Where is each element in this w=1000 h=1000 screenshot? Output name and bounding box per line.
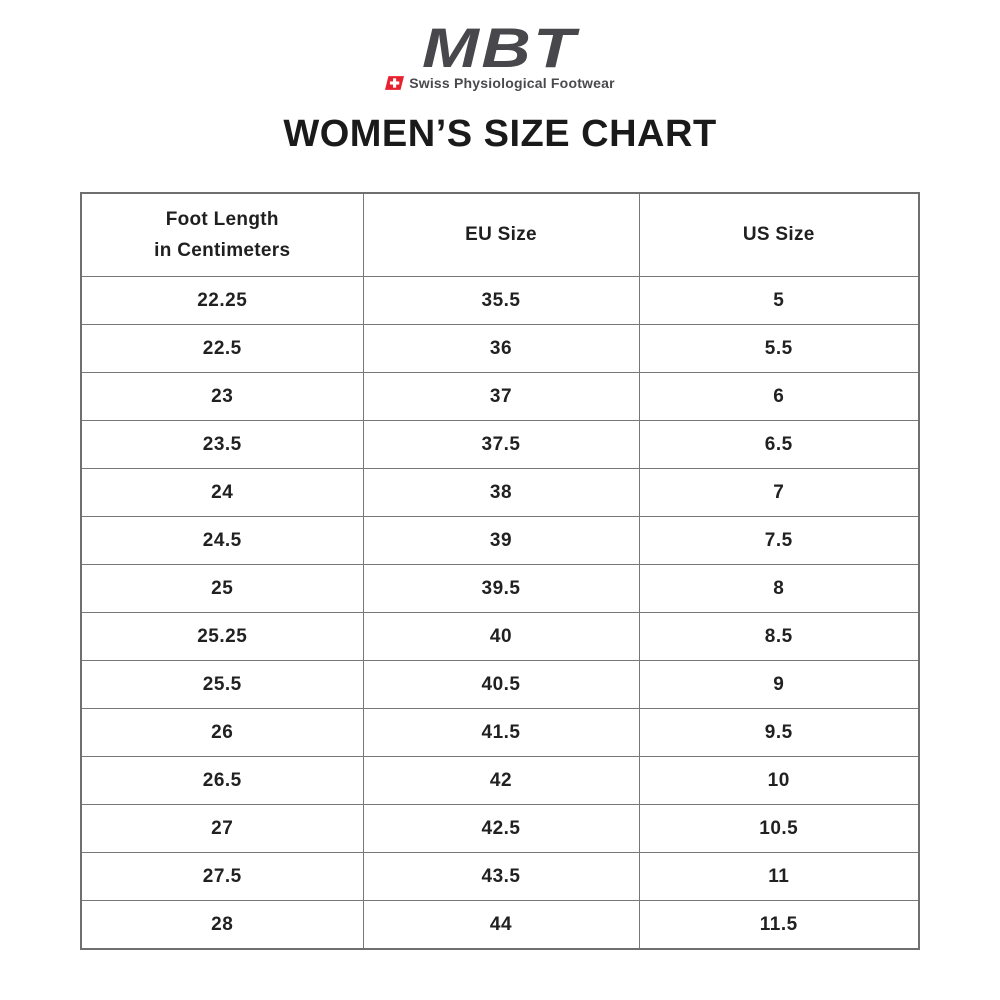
column-header-foot-length-line2: in Centimeters bbox=[154, 240, 291, 261]
table-row: 26.5 42 10 bbox=[80, 756, 920, 805]
brand-tagline: Swiss Physiological Footwear bbox=[409, 75, 615, 91]
table-cell: 10 bbox=[638, 756, 920, 805]
table-cell: 41.5 bbox=[362, 708, 640, 757]
table-cell: 24.5 bbox=[80, 516, 364, 565]
table-row: 24.5 39 7.5 bbox=[80, 516, 920, 565]
table-cell: 22.5 bbox=[80, 324, 364, 373]
table-cell: 39 bbox=[362, 516, 640, 565]
brand-logo: MBT Swiss Physiological Footwear bbox=[0, 0, 1000, 91]
table-cell: 10.5 bbox=[638, 804, 920, 853]
table-cell: 26.5 bbox=[80, 756, 364, 805]
table-cell: 44 bbox=[362, 900, 640, 950]
table-cell: 28 bbox=[80, 900, 364, 950]
table-cell: 37 bbox=[362, 372, 640, 421]
table-cell: 24 bbox=[80, 468, 364, 517]
table-cell: 11.5 bbox=[638, 900, 920, 950]
table-row: 25.5 40.5 9 bbox=[80, 660, 920, 709]
table-row: 25.25 40 8.5 bbox=[80, 612, 920, 661]
table-cell: 27.5 bbox=[80, 852, 364, 901]
table-cell: 25.5 bbox=[80, 660, 364, 709]
table-cell: 43.5 bbox=[362, 852, 640, 901]
table-cell: 37.5 bbox=[362, 420, 640, 469]
table-cell: 5.5 bbox=[638, 324, 920, 373]
table-cell: 8 bbox=[638, 564, 920, 613]
table-cell: 40.5 bbox=[362, 660, 640, 709]
table-cell: 5 bbox=[638, 276, 920, 325]
table-cell: 26 bbox=[80, 708, 364, 757]
table-cell: 7 bbox=[638, 468, 920, 517]
table-cell: 6.5 bbox=[638, 420, 920, 469]
table-cell: 25.25 bbox=[80, 612, 364, 661]
table-cell: 23 bbox=[80, 372, 364, 421]
table-cell: 40 bbox=[362, 612, 640, 661]
size-table: Foot Length in Centimeters EU Size US Si… bbox=[80, 192, 920, 950]
table-row: 22.25 35.5 5 bbox=[80, 276, 920, 325]
table-row: 27.5 43.5 11 bbox=[80, 852, 920, 901]
table-cell: 7.5 bbox=[638, 516, 920, 565]
column-header-us-size: US Size bbox=[638, 192, 920, 277]
table-row: 23.5 37.5 6.5 bbox=[80, 420, 920, 469]
table-cell: 39.5 bbox=[362, 564, 640, 613]
table-header-row: Foot Length in Centimeters EU Size US Si… bbox=[80, 192, 920, 277]
table-row: 27 42.5 10.5 bbox=[80, 804, 920, 853]
table-row: 24 38 7 bbox=[80, 468, 920, 517]
table-cell: 42 bbox=[362, 756, 640, 805]
table-cell: 9 bbox=[638, 660, 920, 709]
table-cell: 11 bbox=[638, 852, 920, 901]
table-cell: 9.5 bbox=[638, 708, 920, 757]
brand-wordmark: MBT bbox=[422, 16, 578, 79]
brand-tagline-row: Swiss Physiological Footwear bbox=[0, 75, 1000, 91]
size-table-body: 22.25 35.5 5 22.5 36 5.5 23 37 6 23.5 37.5 6.5 24 38 7… bbox=[80, 276, 920, 950]
table-cell: 36 bbox=[362, 324, 640, 373]
table-cell: 22.25 bbox=[80, 276, 364, 325]
table-row: 23 37 6 bbox=[80, 372, 920, 421]
table-cell: 42.5 bbox=[362, 804, 640, 853]
column-header-eu-size: EU Size bbox=[362, 192, 640, 277]
table-row: 22.5 36 5.5 bbox=[80, 324, 920, 373]
table-row: 26 41.5 9.5 bbox=[80, 708, 920, 757]
page-title: WOMEN’S SIZE CHART bbox=[283, 113, 717, 155]
table-row: 25 39.5 8 bbox=[80, 564, 920, 613]
table-cell: 23.5 bbox=[80, 420, 364, 469]
table-cell: 38 bbox=[362, 468, 640, 517]
table-cell: 27 bbox=[80, 804, 364, 853]
table-cell: 25 bbox=[80, 564, 364, 613]
table-cell: 35.5 bbox=[362, 276, 640, 325]
table-row: 28 44 11.5 bbox=[80, 900, 920, 950]
column-header-foot-length-line1: Foot Length bbox=[165, 208, 279, 230]
table-cell: 8.5 bbox=[638, 612, 920, 661]
column-header-foot-length: Foot Length in Centimeters bbox=[80, 192, 364, 277]
swiss-flag-icon bbox=[385, 76, 405, 90]
table-cell: 6 bbox=[638, 372, 920, 421]
